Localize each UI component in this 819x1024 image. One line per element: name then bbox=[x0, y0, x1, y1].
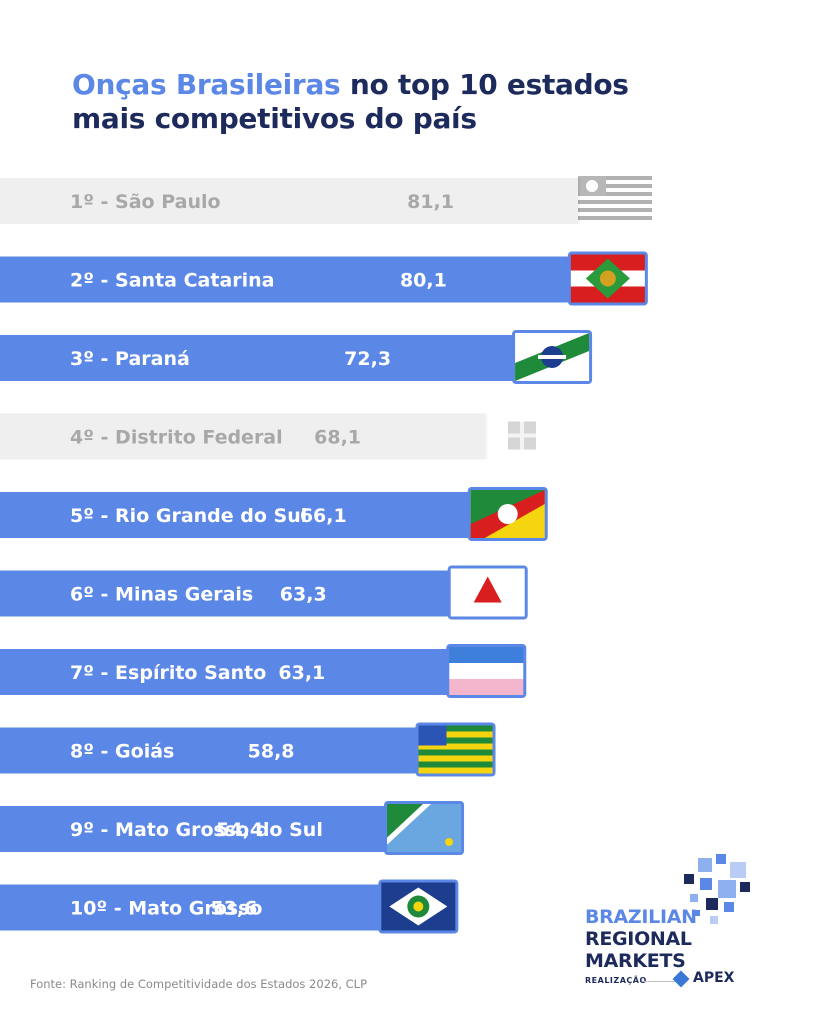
title-line2: mais competitivos do país bbox=[72, 102, 477, 135]
bar-row: 2º - Santa Catarina 80,1 bbox=[0, 251, 648, 306]
minas-gerais-flag bbox=[447, 565, 528, 620]
bar-row: 6º - Minas Gerais 63,3 bbox=[0, 565, 528, 620]
bar bbox=[0, 178, 580, 224]
logo-markets: MARKETS bbox=[585, 950, 686, 972]
goias-flag bbox=[415, 722, 496, 777]
category-label: 1º - São Paulo bbox=[70, 191, 221, 213]
distrito-federal-flag bbox=[485, 411, 560, 460]
chart-title: Onças Brasileiras no top 10 estados mais … bbox=[72, 68, 629, 136]
bar-row: 3º - Paraná 72,3 bbox=[0, 330, 593, 384]
category-label: 4º - Distrito Federal bbox=[70, 427, 283, 449]
espirito-santo-flag bbox=[446, 644, 527, 698]
bar-row: 1º - São Paulo 81,1 bbox=[0, 176, 652, 224]
bar bbox=[0, 256, 573, 303]
category-label: 2º - Santa Catarina bbox=[70, 270, 275, 292]
santa-catarina-flag bbox=[567, 251, 648, 306]
category-label: 6º - Minas Gerais bbox=[70, 584, 253, 606]
value-label: 58,8 bbox=[248, 741, 295, 763]
value-label: 72,3 bbox=[344, 348, 391, 370]
bar bbox=[0, 413, 488, 460]
category-label: 7º - Espírito Santo bbox=[70, 662, 266, 684]
mato-grosso-flag bbox=[378, 879, 459, 934]
category-label: 9º - Mato Grosso do Sul bbox=[70, 819, 323, 841]
value-label: 80,1 bbox=[400, 270, 447, 292]
value-label: 81,1 bbox=[407, 191, 454, 213]
bar-row: 4º - Distrito Federal 68,1 bbox=[0, 411, 560, 460]
value-label: 66,1 bbox=[300, 505, 347, 527]
logo-regional: REGIONAL bbox=[585, 928, 692, 950]
bar-row: 7º - Espírito Santo 63,1 bbox=[0, 644, 527, 698]
value-label: 68,1 bbox=[314, 427, 361, 449]
bar bbox=[0, 884, 384, 931]
bar bbox=[0, 806, 390, 852]
category-label: 3º - Paraná bbox=[70, 348, 190, 370]
apex-label: APEX bbox=[693, 970, 735, 986]
value-label: 63,3 bbox=[280, 584, 327, 606]
bar bbox=[0, 570, 453, 617]
bar bbox=[0, 492, 473, 538]
bar bbox=[0, 727, 421, 774]
sao-paulo-flag bbox=[578, 176, 652, 224]
ranking-bar-chart: 1º - São Paulo 81,1 2º - Santa Catarina 80,… bbox=[0, 176, 652, 934]
logo-pixel-mark bbox=[670, 850, 790, 930]
title-highlight: Onças Brasileiras bbox=[72, 68, 341, 101]
apex-logo-icon bbox=[672, 970, 690, 988]
bar bbox=[0, 335, 518, 381]
source-note: Fonte: Ranking de Competitividade dos Es… bbox=[30, 977, 368, 991]
bar bbox=[0, 649, 452, 695]
brazilian-regional-markets-logo: BRAZILIAN REGIONAL MARKETS REALIZAÇÃO AP… bbox=[585, 850, 785, 1000]
bar-row: 8º - Goiás 58,8 bbox=[0, 722, 496, 777]
logo-divider bbox=[643, 981, 687, 982]
value-label: 54,4 bbox=[216, 819, 263, 841]
category-label: 10º - Mato Grosso bbox=[70, 898, 262, 920]
mato-grosso-do-sul-flag bbox=[384, 801, 465, 855]
value-label: 53,6 bbox=[210, 898, 257, 920]
category-label: 5º - Rio Grande do Sul bbox=[70, 505, 307, 527]
value-label: 63,1 bbox=[278, 662, 325, 684]
category-label: 8º - Goiás bbox=[70, 741, 174, 763]
rio-grande-do-sul-flag bbox=[467, 487, 548, 541]
parana-flag bbox=[512, 330, 593, 384]
logo-brazilian: BRAZILIAN bbox=[585, 906, 697, 928]
title-rest: no top 10 estados bbox=[340, 68, 629, 101]
realizacao-label: REALIZAÇÃO bbox=[585, 976, 647, 985]
